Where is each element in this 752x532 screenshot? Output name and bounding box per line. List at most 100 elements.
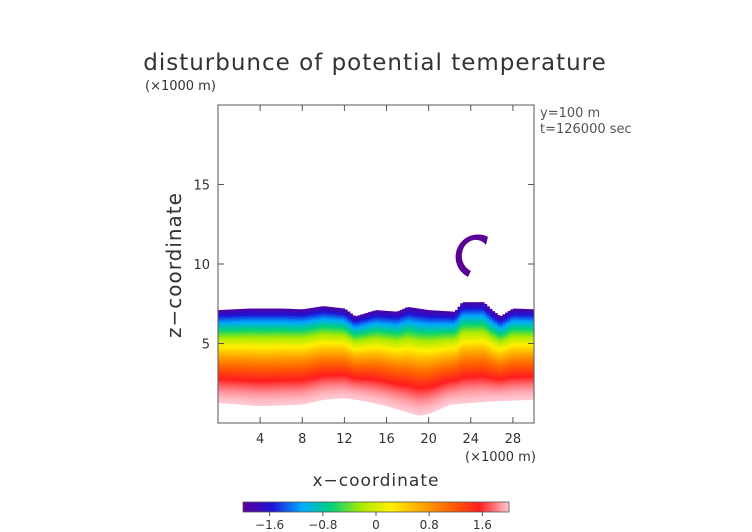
field-cell bbox=[418, 337, 422, 340]
field-cell bbox=[289, 313, 293, 316]
field-cell bbox=[252, 345, 256, 348]
field-cell bbox=[228, 350, 232, 353]
field-cell bbox=[331, 372, 335, 375]
field-cell bbox=[373, 395, 377, 398]
field-cell bbox=[368, 324, 372, 327]
field-cell bbox=[339, 373, 343, 377]
field-cell bbox=[260, 326, 264, 329]
field-cell bbox=[357, 387, 361, 390]
field-cell bbox=[257, 400, 261, 403]
field-cell bbox=[249, 395, 253, 398]
field-cell bbox=[252, 334, 256, 337]
field-cell bbox=[415, 398, 419, 402]
field-cell bbox=[249, 400, 253, 403]
field-cell bbox=[433, 340, 438, 343]
field-cell bbox=[412, 375, 417, 378]
field-cell bbox=[325, 331, 330, 334]
field-cell bbox=[391, 369, 396, 372]
field-cell bbox=[423, 316, 427, 319]
field-cell bbox=[325, 352, 330, 355]
field-cell bbox=[268, 369, 272, 372]
field-cell bbox=[386, 312, 390, 315]
field-cell bbox=[333, 377, 338, 380]
field-cell bbox=[265, 356, 269, 360]
field-cell bbox=[299, 321, 303, 325]
field-cell bbox=[412, 348, 417, 351]
field-cell bbox=[241, 362, 245, 366]
field-cell bbox=[278, 369, 282, 372]
field-cell bbox=[370, 359, 374, 362]
field-cell bbox=[315, 395, 319, 399]
field-cell bbox=[310, 379, 314, 383]
field-cell bbox=[260, 402, 264, 405]
field-cell bbox=[341, 335, 345, 338]
field-cell bbox=[262, 376, 266, 379]
field-cell bbox=[270, 332, 274, 335]
field-cell bbox=[373, 336, 377, 339]
field-cell bbox=[315, 349, 319, 352]
field-cell bbox=[260, 382, 264, 386]
field-cell bbox=[265, 369, 269, 372]
field-cell bbox=[244, 380, 248, 383]
field-cell bbox=[362, 370, 367, 373]
field-cell bbox=[404, 369, 409, 373]
field-cell bbox=[225, 370, 230, 373]
field-cell bbox=[370, 341, 374, 344]
field-cell bbox=[268, 363, 272, 366]
field-cell bbox=[307, 377, 311, 380]
field-cell bbox=[402, 403, 406, 407]
field-cell bbox=[286, 394, 290, 398]
field-cell bbox=[291, 324, 295, 328]
field-cell bbox=[344, 344, 348, 347]
field-cell bbox=[373, 373, 377, 376]
field-cell bbox=[368, 331, 372, 334]
field-cell bbox=[331, 323, 335, 327]
field-cell bbox=[312, 307, 317, 310]
field-cell bbox=[436, 402, 440, 405]
field-cell bbox=[220, 309, 224, 313]
field-cell bbox=[325, 369, 330, 372]
field-cell bbox=[347, 357, 351, 360]
field-cell bbox=[268, 332, 272, 335]
field-cell bbox=[339, 314, 343, 317]
field-cell bbox=[349, 382, 353, 385]
field-cell bbox=[289, 334, 293, 337]
field-cell bbox=[268, 326, 272, 329]
field-cell bbox=[312, 334, 317, 337]
field-cell bbox=[357, 327, 361, 330]
field-cell bbox=[299, 350, 303, 353]
field-cell bbox=[225, 382, 230, 385]
field-cell bbox=[402, 386, 406, 390]
field-cell bbox=[278, 355, 282, 358]
field-cell bbox=[360, 335, 364, 338]
field-cell bbox=[278, 316, 282, 319]
field-cell bbox=[265, 363, 269, 366]
field-cell bbox=[225, 318, 230, 322]
field-cell bbox=[291, 337, 295, 340]
field-cell bbox=[333, 363, 338, 366]
field-cell bbox=[310, 395, 314, 398]
field-cell bbox=[304, 346, 309, 349]
field-cell bbox=[341, 308, 345, 311]
field-cell bbox=[365, 333, 369, 336]
field-cell bbox=[394, 327, 398, 330]
field-cell bbox=[312, 332, 317, 335]
field-cell bbox=[325, 392, 330, 395]
field-cell bbox=[270, 318, 274, 321]
field-cell bbox=[268, 331, 272, 334]
field-cell bbox=[328, 349, 332, 352]
field-cell bbox=[254, 321, 259, 324]
field-cell bbox=[299, 396, 303, 399]
field-cell bbox=[399, 349, 403, 353]
field-cell bbox=[410, 377, 414, 381]
field-cell bbox=[304, 355, 309, 359]
field-cell bbox=[336, 384, 340, 387]
field-cell bbox=[268, 321, 272, 324]
field-cell bbox=[302, 365, 306, 368]
field-cell bbox=[270, 403, 274, 406]
field-cell bbox=[336, 363, 340, 366]
field-cell bbox=[360, 348, 364, 351]
field-cell bbox=[389, 376, 393, 379]
field-cell bbox=[362, 374, 367, 377]
field-cell bbox=[383, 364, 388, 367]
